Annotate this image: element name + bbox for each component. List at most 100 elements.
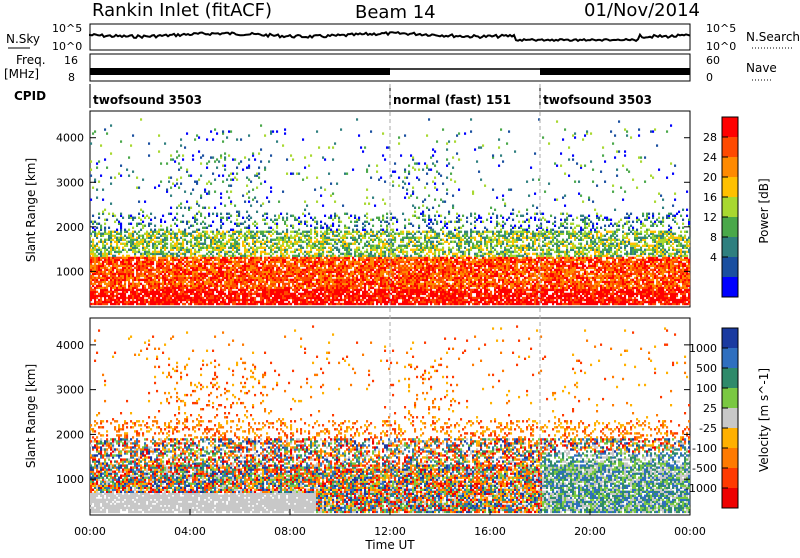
heatmap-cell	[224, 281, 226, 283]
heatmap-cell	[318, 146, 320, 148]
heatmap-cell	[108, 247, 110, 249]
heatmap-cell	[134, 295, 136, 297]
heatmap-cell	[264, 231, 266, 233]
heatmap-cell	[388, 271, 390, 273]
heatmap-cell	[176, 225, 178, 227]
heatmap-cell	[104, 227, 106, 229]
heatmap-cell	[332, 231, 334, 233]
heatmap-cell	[212, 289, 214, 291]
heatmap-cell	[222, 130, 224, 132]
heatmap-cell	[212, 237, 214, 239]
heatmap-cell	[386, 221, 388, 223]
heatmap-cell	[294, 217, 296, 219]
freq-label: Freq.	[16, 53, 46, 67]
nsky-line	[90, 32, 690, 41]
heatmap-cell	[304, 295, 306, 297]
heatmap-cell	[106, 233, 108, 235]
heatmap-cell	[182, 263, 184, 265]
heatmap-cell	[160, 295, 162, 297]
heatmap-cell	[144, 217, 146, 219]
heatmap-cell	[224, 251, 226, 253]
heatmap-cell	[184, 249, 186, 251]
heatmap-cell	[360, 239, 362, 241]
heatmap-cell	[386, 271, 388, 273]
heatmap-cell	[208, 235, 210, 237]
heatmap-cell	[386, 235, 388, 237]
heatmap-cell	[296, 255, 298, 257]
heatmap-cell	[272, 297, 274, 299]
heatmap-cell	[362, 223, 364, 225]
heatmap-cell	[290, 303, 292, 305]
heatmap-cell	[206, 183, 208, 185]
heatmap-cell	[350, 237, 352, 239]
heatmap-cell	[360, 146, 362, 148]
heatmap-cell	[208, 160, 210, 162]
heatmap-cell	[236, 303, 238, 305]
heatmap-cell	[316, 221, 318, 223]
heatmap-cell	[258, 237, 260, 239]
heatmap-cell	[112, 295, 114, 297]
heatmap-cell	[350, 233, 352, 235]
heatmap-cell	[370, 295, 372, 297]
heatmap-cell	[236, 261, 238, 263]
heatmap-cell	[290, 215, 292, 217]
heatmap-cell	[104, 265, 106, 267]
heatmap-cell	[260, 267, 262, 269]
heatmap-cell	[132, 227, 134, 229]
heatmap-cell	[160, 283, 162, 285]
heatmap-cell	[206, 231, 208, 233]
heatmap-cell	[330, 295, 332, 297]
heatmap-cell	[218, 239, 220, 241]
heatmap-cell	[232, 229, 234, 231]
heatmap-cell	[236, 215, 238, 217]
heatmap-cell	[132, 295, 134, 297]
heatmap-cell	[98, 281, 100, 283]
heatmap-cell	[226, 295, 228, 297]
heatmap-cell	[330, 285, 332, 287]
heatmap-cell	[130, 301, 132, 303]
heatmap-cell	[224, 299, 226, 301]
heatmap-cell	[332, 249, 334, 251]
heatmap-cell	[230, 185, 232, 187]
heatmap-cell	[98, 223, 100, 225]
heatmap-cell	[336, 265, 338, 267]
heatmap-cell	[354, 225, 356, 227]
heatmap-cell	[224, 293, 226, 295]
heatmap-cell	[368, 275, 370, 277]
heatmap-cell	[114, 231, 116, 233]
heatmap-cell	[160, 277, 162, 279]
heatmap-cell	[280, 213, 282, 215]
heatmap-cell	[332, 158, 334, 160]
heatmap-cell	[358, 303, 360, 305]
heatmap-cell	[146, 275, 148, 277]
heatmap-cell	[274, 215, 276, 217]
heatmap-cell	[186, 247, 188, 249]
heatmap-cell	[204, 189, 206, 191]
heatmap-cell	[116, 237, 118, 239]
heatmap-cell	[136, 295, 138, 297]
heatmap-cell	[210, 277, 212, 279]
heatmap-cell	[360, 263, 362, 265]
heatmap-cell	[188, 241, 190, 243]
heatmap-cell	[294, 255, 296, 257]
heatmap-cell	[138, 249, 140, 251]
heatmap-cell	[256, 211, 258, 213]
heatmap-cell	[308, 301, 310, 303]
heatmap-cell	[222, 223, 224, 225]
heatmap-cell	[334, 255, 336, 257]
heatmap-cell	[318, 293, 320, 295]
heatmap-cell	[240, 229, 242, 231]
heatmap-cell	[286, 229, 288, 231]
heatmap-cell	[106, 243, 108, 245]
heatmap-cell	[316, 261, 318, 263]
heatmap-cell	[338, 251, 340, 253]
heatmap-cell	[332, 295, 334, 297]
heatmap-cell	[328, 255, 330, 257]
heatmap-cell	[318, 303, 320, 305]
heatmap-cell	[306, 275, 308, 277]
heatmap-cell	[314, 289, 316, 291]
heatmap-cell	[350, 215, 352, 217]
heatmap-cell	[92, 239, 94, 241]
heatmap-cell	[104, 287, 106, 289]
heatmap-cell	[236, 251, 238, 253]
